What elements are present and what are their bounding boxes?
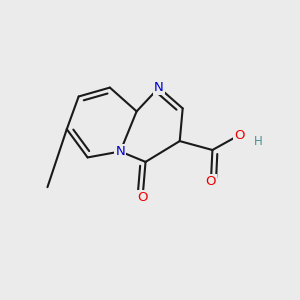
Text: H: H [254, 135, 263, 148]
Text: N: N [154, 81, 164, 94]
Text: O: O [206, 175, 216, 188]
Text: N: N [116, 145, 125, 158]
Text: O: O [234, 129, 244, 142]
Text: O: O [137, 191, 148, 204]
